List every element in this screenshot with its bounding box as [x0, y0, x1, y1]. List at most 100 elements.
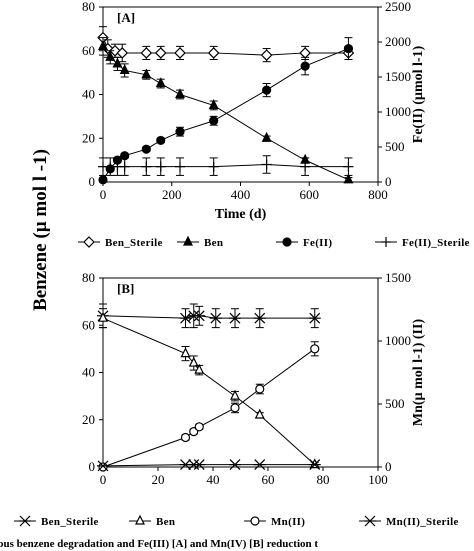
series-ben-point-5-shape [254, 408, 265, 419]
series-ben-point-1-shape [180, 347, 191, 358]
y-right-tick-label-2: 1000 [385, 104, 411, 119]
y-right-tick-label-3: 1500 [385, 69, 411, 84]
series-ben-point-3-shape [194, 363, 205, 374]
y-right-axis-title: Mn(µ mol l-1) (II) [411, 319, 426, 427]
series-mn-ii-sterile [97, 459, 321, 472]
legend-item-ben-label: Ben [204, 237, 223, 249]
series-fe-ii-point-6 [175, 127, 185, 137]
legend-item-ben: Ben [177, 235, 223, 249]
series-mn-ii-line [102, 348, 316, 468]
series-fe-ii-point-0-shape [98, 175, 108, 185]
legend-item-mn-ii-marker-shape [250, 516, 260, 526]
series-mn-ii-sterile-point-5 [253, 459, 266, 471]
series-fe-ii-point-9 [300, 61, 310, 71]
legend-item-fe-ii-sterile-marker [381, 237, 391, 247]
y-right-axis-title: Fe(II) (µmol l-1) [411, 45, 426, 143]
series-ben-point-2-shape [112, 57, 123, 68]
series-fe-ii-sterile [98, 155, 354, 176]
legend-item-ben-sterile: Ben_Sterile [78, 236, 163, 249]
series-fe-ii-point-4 [141, 144, 151, 154]
legend-item-mn-ii: Mn(II) [244, 516, 305, 528]
series-ben-point-4 [141, 68, 152, 79]
legend-item-ben-marker-shape [135, 514, 145, 525]
legend-item-fe-ii-sterile: Fe(II)_Sterile [375, 237, 469, 249]
series-mn-ii-point-6-shape [310, 344, 320, 354]
series-fe-ii-point-6-shape [175, 127, 185, 137]
series-ben-point-6 [309, 458, 320, 469]
legend-item-ben-marker [135, 514, 145, 525]
series-mn-ii-sterile-line [102, 464, 315, 467]
x-tick-label-5: 100 [368, 472, 388, 487]
series-ben-sterile-point-5 [154, 47, 167, 59]
legend-item-ben-label: Ben [156, 516, 175, 528]
series-ben-sterile-point-8 [260, 49, 273, 61]
series-fe-ii-point-5-shape [156, 135, 166, 146]
y-left-tick-label-4: 80 [82, 270, 95, 285]
series-ben-point-8-shape [261, 131, 272, 142]
x-tick-label-2: 40 [207, 472, 220, 487]
series-fe-ii-sterile-point-3 [119, 161, 130, 172]
series-fe-ii-point-7-shape [209, 116, 219, 126]
panel-label: [B] [117, 281, 134, 296]
series-ben-point-5 [155, 77, 166, 88]
series-ben-point-0 [98, 40, 108, 50]
series-ben-sterile-point-3 [116, 47, 129, 59]
series-ben-sterile-point-6 [174, 47, 186, 59]
y-left-tick-label-1: 20 [82, 412, 95, 427]
series-ben-line [102, 317, 316, 466]
plot-frame [102, 6, 379, 183]
chart-panel-a: 0 200 400 600 800020406080050010001500200025… [78, 0, 469, 249]
y-left-tick-label-1: 20 [82, 130, 95, 145]
series-ben-sterile [97, 303, 321, 329]
series-ben-sterile-point-6 [253, 312, 266, 324]
series-ben-sterile-line [102, 37, 349, 56]
series-fe-ii-sterile-point-6 [175, 161, 185, 172]
series-ben-point-7 [208, 99, 219, 110]
series-mn-ii-sterile-point-4 [229, 459, 241, 471]
legend-item-fe-ii-label: Fe(II) [303, 237, 332, 249]
x-axis-title: Time (d) [215, 207, 267, 222]
series-fe-ii-sterile-point-7 [208, 161, 219, 172]
y-left-tick-label-2: 40 [82, 87, 95, 102]
y-right-tick-label-5: 2500 [385, 0, 411, 14]
series-mn-ii-point-0-shape [98, 462, 108, 472]
series-fe-ii-point-5 [156, 135, 166, 146]
series-ben-sterile-point-6-shape [174, 47, 186, 59]
series-ben-point-4-shape [230, 389, 240, 400]
series-fe-ii-sterile-point-4 [141, 161, 152, 172]
legend-item-ben-sterile-label: Ben_Sterile [105, 237, 163, 249]
shared-y-axis-title: Benzene (µ mol l -1) [30, 149, 51, 311]
legend-item-ben-sterile-label: Ben_Sterile [41, 516, 99, 528]
y-left-tick-label-3: 60 [82, 43, 95, 58]
plot-frame [102, 277, 379, 468]
series-ben [98, 308, 320, 469]
legend-item-ben-marker [183, 235, 193, 246]
series-ben-point-0-shape [98, 40, 108, 50]
series-ben-point-4-shape [141, 68, 152, 79]
y-left-tick-label-2: 40 [82, 365, 95, 380]
series-fe-ii-line [102, 48, 349, 181]
series-ben-sterile [97, 26, 355, 63]
y-right-tick-label-1: 500 [385, 139, 405, 154]
series-mn-ii-sterile-point-0 [97, 460, 109, 472]
y-right-tick-label-0: 0 [385, 459, 392, 474]
legend-item-mn-ii-sterile-label: Mn(II)_Sterile [386, 516, 459, 528]
y-right-tick-label-4: 2000 [385, 34, 411, 49]
legend-item-mn-ii-marker [250, 516, 260, 526]
series-mn-ii-sterile-point-6 [308, 459, 321, 471]
series-ben-point-4 [230, 389, 240, 400]
series-ben-point-5 [254, 408, 265, 419]
series-ben-point-3 [194, 363, 205, 374]
legend-item-fe-ii: Fe(II) [276, 237, 332, 249]
series-ben-sterile-point-4 [209, 312, 222, 324]
legend: Ben_Sterile Ben Fe(II) Fe(II)_Sterile [78, 235, 469, 249]
series-ben-point-1 [180, 347, 191, 358]
series-mn-ii-point-1-shape [180, 432, 191, 443]
series-ben-point-6-shape [175, 88, 185, 99]
legend-item-mn-ii-label: Mn(II) [271, 516, 305, 528]
legend-item-ben-sterile: Ben_Sterile [14, 515, 99, 528]
series-ben-point-7-shape [208, 99, 219, 110]
series-ben-line [102, 46, 349, 181]
series-ben-point-10 [343, 173, 354, 184]
